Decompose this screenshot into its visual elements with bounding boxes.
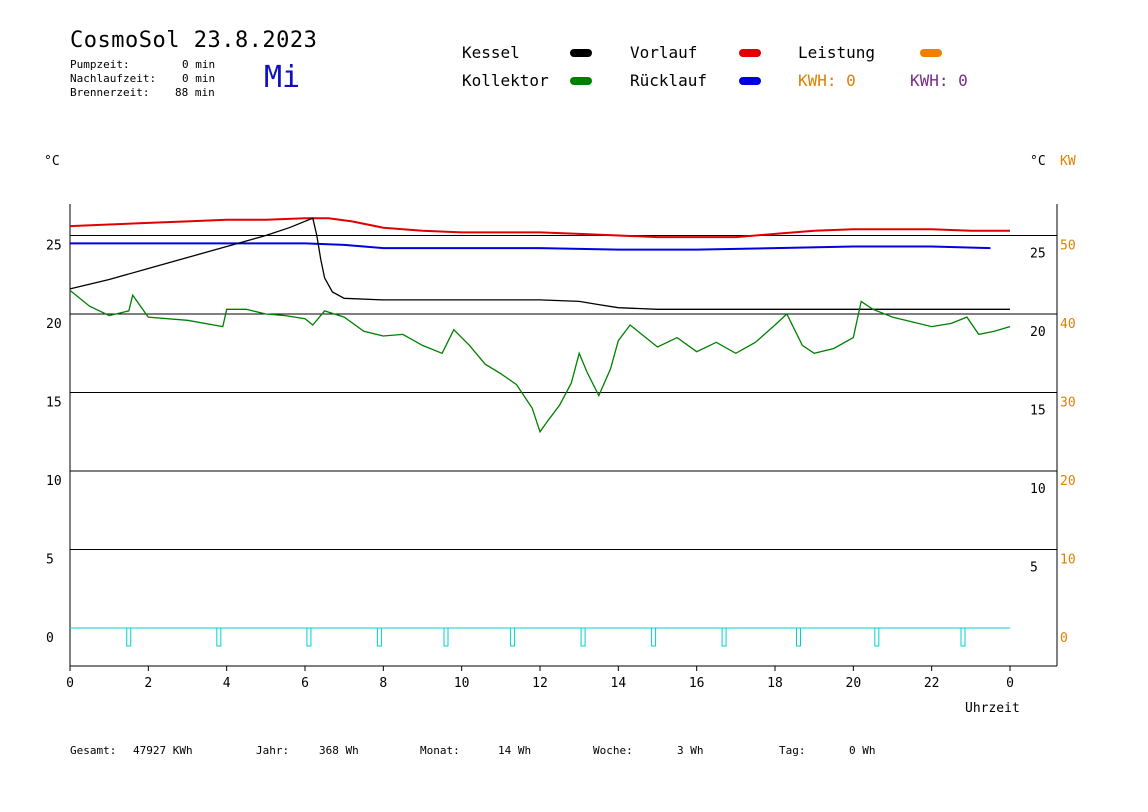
burner-pulse-6: [580, 627, 586, 647]
legend-ruecklauf-swatch: [739, 77, 761, 85]
burner-pulse-4: [443, 627, 449, 647]
x-tick-label-12: 0: [1006, 676, 1014, 691]
tick-labels: 0 2 4 6 8 10 12 14 16 18 20 22 025201510502520151055…: [46, 239, 1076, 692]
page-title: CosmoSol 23.8.2023: [70, 28, 318, 53]
grid-layer: [70, 235, 1057, 629]
legend-kessel-swatch: [570, 49, 592, 57]
burner-pulse-1: [216, 627, 222, 647]
legend-kollektor-swatch: [570, 77, 592, 85]
footer-monat-label: Monat:: [420, 744, 460, 757]
footer-monat-value: 14 Wh: [498, 744, 532, 757]
x-tick-label-8: 16: [689, 676, 705, 691]
legend-leistung-label: Leistung: [798, 43, 876, 62]
y-left-tick-0: 0: [46, 631, 54, 646]
stat-nachlaufzeit-label: Nachlaufzeit:: [70, 72, 157, 85]
stat-pumpzeit-label: Pumpzeit:: [70, 58, 130, 71]
legend-vorlauf-swatch: [739, 49, 761, 57]
legend-leistung-swatch: [920, 49, 942, 57]
legend-ruecklauf-label: Rücklauf: [630, 71, 708, 90]
legend-vorlauf-label: Vorlauf: [630, 43, 698, 62]
y-right-c-tick-25: 25: [1030, 247, 1046, 262]
y-right-kw-tick-20: 20: [1060, 474, 1076, 489]
y-left-tick-25: 25: [46, 239, 62, 254]
series-vorlauf: [69, 217, 1010, 239]
burner-pulse-10: [874, 627, 880, 647]
kwh-right-readout: KWH: 0: [910, 71, 968, 90]
left-axis-unit: °C: [44, 154, 60, 169]
footer-woche-label: Woche:: [593, 744, 633, 757]
series-ruecklauf: [70, 242, 991, 251]
footer-gesamt-label: Gesamt:: [70, 744, 117, 757]
x-tick-label-6: 12: [532, 676, 548, 691]
weekday-label: Mi: [264, 60, 301, 95]
burner-pulse-2: [306, 627, 312, 647]
series-kollektor: [69, 289, 1011, 434]
y-right-c-tick-15: 15: [1030, 404, 1046, 419]
stat-pumpzeit-value: 0 min: [182, 58, 216, 71]
x-tick-label-1: 2: [144, 676, 152, 691]
y-right-kw-tick-50: 50: [1060, 239, 1076, 254]
footer-gesamt-value: 47927 KWh: [133, 744, 193, 757]
stat-brennerzeit-label: Brennerzeit:: [70, 86, 150, 99]
x-tick-label-9: 18: [767, 676, 783, 691]
y-left-tick-20: 20: [46, 317, 62, 332]
series-kessel: [69, 217, 1010, 310]
x-tick-label-7: 14: [611, 676, 627, 691]
footer-tag-value: 0 Wh: [849, 744, 876, 757]
burner-pulse-7: [651, 627, 657, 647]
y-left-tick-10: 10: [46, 474, 62, 489]
y-right-kw-tick-10: 10: [1060, 553, 1076, 568]
burner-pulse-11: [960, 627, 966, 647]
x-tick-label-10: 20: [846, 676, 862, 691]
y-left-tick-15: 15: [46, 396, 62, 411]
x-tick-label-2: 4: [223, 676, 231, 691]
series-layer: [69, 217, 1011, 647]
x-tick-label-3: 6: [301, 676, 309, 691]
x-tick-label-11: 22: [924, 676, 940, 691]
burner-pulse-5: [510, 627, 516, 647]
stat-nachlaufzeit-value: 0 min: [182, 72, 216, 85]
footer-woche-value: 3 Wh: [677, 744, 704, 757]
kwh-left-readout: KWH: 0: [798, 71, 856, 90]
right-axis-unit-c: °C: [1030, 154, 1046, 169]
right-axis-unit-kw: KW: [1060, 154, 1076, 169]
burner-pulse-3: [376, 627, 382, 647]
y-right-kw-tick-40: 40: [1060, 317, 1076, 332]
burner-pulse-0: [126, 627, 132, 647]
footer-jahr-value: 368 Wh: [319, 744, 359, 757]
x-axis-label: Uhrzeit: [965, 701, 1020, 716]
stat-brennerzeit-value: 88 min: [175, 86, 215, 99]
y-right-kw-tick-0: 0: [1060, 631, 1068, 646]
legend-kessel-label: Kessel: [462, 43, 520, 62]
y-right-c-tick-5: 5: [1030, 561, 1038, 576]
axis-layer: [69, 204, 1058, 671]
footer-jahr-label: Jahr:: [256, 744, 290, 757]
burner-pulse-8: [721, 627, 727, 647]
burner-pulse-9: [796, 627, 801, 647]
y-right-c-tick-10: 10: [1030, 482, 1046, 497]
footer-tag-label: Tag:: [779, 744, 806, 757]
x-tick-label-4: 8: [379, 676, 387, 691]
y-left-tick-5: 5: [46, 553, 54, 568]
x-tick-label-0: 0: [66, 676, 74, 691]
legend-kollektor-label: Kollektor: [462, 71, 549, 90]
x-tick-label-5: 10: [454, 676, 470, 691]
y-right-kw-tick-30: 30: [1060, 396, 1076, 411]
y-right-c-tick-20: 20: [1030, 325, 1046, 340]
